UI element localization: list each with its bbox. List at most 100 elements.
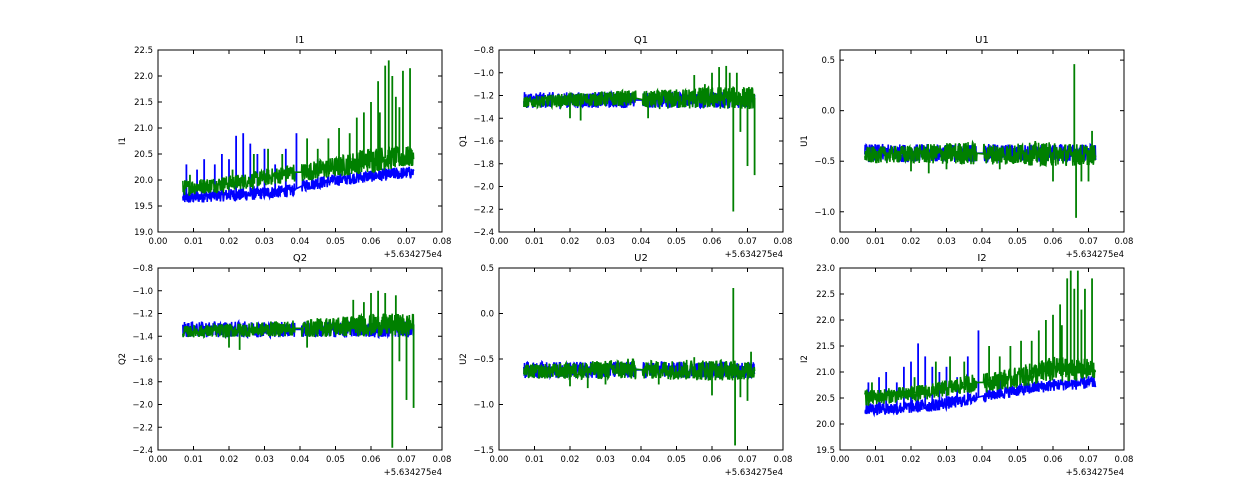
y-tick-label: 20.5	[134, 150, 153, 160]
x-tick-label: 0.04	[291, 455, 310, 465]
series-2-line	[864, 139, 1097, 168]
y-axis-label: I2	[800, 355, 810, 363]
x-tick-label: 0.05	[667, 455, 686, 465]
x-tick-label: 0.07	[1079, 455, 1098, 465]
subplot-i1: 0.00 0.01 0.02 0.03 0.04 0.05 0.06 0.07 0.08 19.0…	[118, 35, 451, 260]
axes-frame	[157, 267, 443, 451]
y-tick-label: 0.0	[821, 107, 835, 117]
y-tick-label: 19.5	[816, 446, 835, 456]
series-2-line	[864, 356, 1097, 406]
x-offset-label: +5.634275e4	[725, 468, 783, 478]
subplot-u1: 0.00 0.01 0.02 0.03 0.04 0.05 0.06 0.07 0.08 −1.0…	[800, 35, 1133, 260]
subplot-q1: 0.00 0.01 0.02 0.03 0.04 0.05 0.06 0.07 0.08 −2.4…	[459, 35, 792, 260]
x-tick-label: 0.03	[937, 237, 956, 247]
y-tick-label: 22.0	[816, 316, 835, 326]
y-tick-label: −1.2	[132, 310, 153, 320]
x-tick-label: 0.03	[596, 455, 615, 465]
plot-area	[182, 290, 415, 448]
y-tick-label: 0.5	[821, 56, 835, 66]
x-tick-label: 0.04	[973, 455, 992, 465]
subplot-q2: 0.00 0.01 0.02 0.03 0.04 0.05 0.06 0.07 0.08 −2.4…	[118, 253, 451, 478]
subplot-title: I2	[977, 253, 986, 264]
x-tick-label: 0.05	[1008, 455, 1027, 465]
x-tick-label: 0.01	[866, 455, 885, 465]
x-tick-label: 0.02	[220, 237, 239, 247]
x-tick-label: 0.04	[632, 237, 651, 247]
y-tick-label: 21.5	[134, 98, 153, 108]
y-tick-label: −2.2	[132, 423, 153, 433]
y-tick-label: −2.0	[132, 401, 153, 411]
x-tick-label: 0.05	[1008, 237, 1027, 247]
x-tick-label: 0.08	[1115, 237, 1134, 247]
x-tick-label: 0.03	[596, 237, 615, 247]
x-tick-label: 0.07	[738, 237, 757, 247]
y-tick-label: −1.0	[814, 208, 835, 218]
x-tick-label: 0.02	[561, 237, 580, 247]
x-tick-label: 0.08	[774, 237, 793, 247]
x-tick-label: 0.07	[1079, 237, 1098, 247]
x-tick-label: 0.00	[831, 237, 850, 247]
y-tick-label: −1.4	[473, 114, 494, 124]
y-tick-label: 0.5	[480, 264, 494, 274]
y-axis-label: U2	[459, 353, 469, 365]
y-tick-label: 20.0	[134, 176, 153, 186]
x-tick-label: 0.01	[184, 455, 203, 465]
y-tick-label: −1.8	[132, 378, 153, 388]
y-tick-label: −1.6	[473, 137, 494, 147]
x-tick-label: 0.08	[1115, 455, 1134, 465]
y-tick-label: 22.5	[134, 46, 153, 56]
y-tick-label: −2.4	[473, 228, 494, 238]
x-offset-label: +5.634275e4	[1066, 250, 1124, 260]
x-offset-label: +5.634275e4	[725, 250, 783, 260]
y-tick-label: −1.0	[473, 69, 494, 79]
y-tick-label: 19.5	[134, 202, 153, 212]
y-tick-label: 21.0	[134, 124, 153, 134]
y-axis-label: I1	[118, 137, 128, 145]
y-tick-label: 23.0	[816, 264, 835, 274]
x-tick-label: 0.06	[362, 237, 381, 247]
x-tick-label: 0.01	[525, 237, 544, 247]
axes-frame	[157, 49, 443, 233]
x-tick-label: 0.05	[326, 237, 345, 247]
axes-frame	[839, 49, 1125, 233]
y-tick-label: −1.4	[132, 332, 153, 342]
y-tick-label: −1.0	[473, 401, 494, 411]
subplot-title: Q1	[634, 35, 648, 46]
x-tick-label: 0.07	[738, 455, 757, 465]
x-tick-label: 0.04	[632, 455, 651, 465]
axes-frame	[839, 267, 1125, 451]
y-tick-label: −0.8	[473, 46, 494, 56]
series-2-line	[182, 145, 415, 197]
y-tick-label: 19.0	[134, 228, 153, 238]
x-tick-label: 0.02	[561, 455, 580, 465]
plot-area	[523, 288, 756, 446]
x-tick-label: 0.06	[703, 237, 722, 247]
y-tick-label: 22.0	[134, 72, 153, 82]
plot-area	[864, 270, 1097, 418]
x-tick-label: 0.07	[397, 237, 416, 247]
y-tick-label: 21.0	[816, 368, 835, 378]
y-axis-label: U1	[800, 135, 810, 147]
subplot-title: I1	[295, 35, 304, 46]
y-axis-label: Q1	[459, 135, 469, 147]
axes-frame	[498, 267, 784, 451]
x-tick-label: 0.03	[255, 455, 274, 465]
y-tick-label: −1.6	[132, 355, 153, 365]
x-tick-label: 0.02	[902, 455, 921, 465]
x-tick-label: 0.00	[149, 455, 168, 465]
x-offset-label: +5.634275e4	[1066, 468, 1124, 478]
x-tick-label: 0.08	[433, 455, 452, 465]
y-tick-label: −0.8	[132, 264, 153, 274]
x-tick-label: 0.00	[149, 237, 168, 247]
subplot-u2: 0.00 0.01 0.02 0.03 0.04 0.05 0.06 0.07 0.08 −1.5…	[459, 253, 792, 478]
series-2-line	[182, 312, 415, 340]
subplot-i2: 0.00 0.01 0.02 0.03 0.04 0.05 0.06 0.07 0.08 19.5…	[800, 253, 1133, 478]
x-tick-label: 0.02	[220, 455, 239, 465]
x-tick-label: 0.03	[937, 455, 956, 465]
series-2-line	[523, 358, 756, 382]
x-tick-label: 0.01	[525, 455, 544, 465]
plot-area	[182, 60, 415, 204]
x-tick-label: 0.02	[902, 237, 921, 247]
y-tick-label: −2.0	[473, 183, 494, 193]
